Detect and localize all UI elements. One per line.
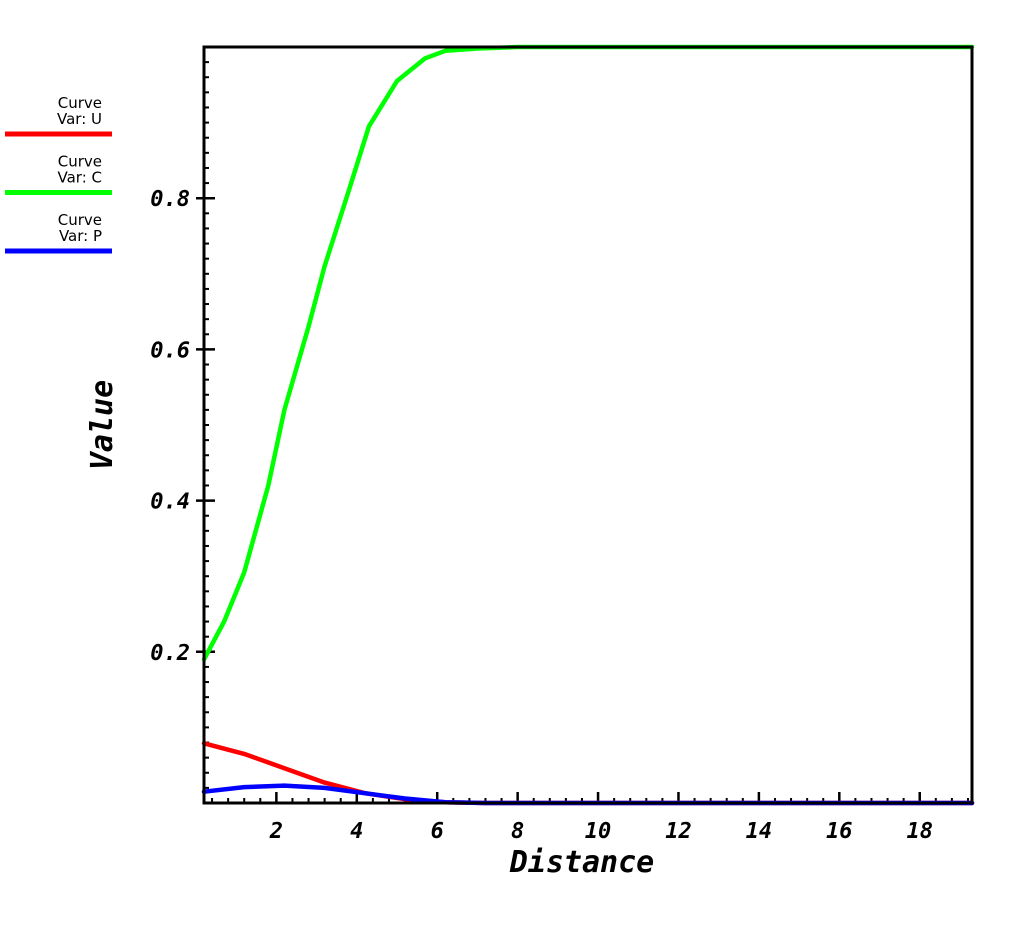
y-tick-label: 0.6: [150, 338, 190, 363]
y-tick-label: 0.2: [150, 641, 190, 666]
y-tick-label: 0.4: [150, 490, 190, 515]
x-axis-title: Distance: [509, 845, 655, 880]
series-lines: [201, 44, 975, 806]
x-tick-label: 8: [511, 819, 524, 844]
legend-label-title: Curve: [58, 211, 102, 229]
series-line: [201, 44, 975, 662]
series-line: [201, 783, 975, 806]
x-tick-label: 14: [746, 819, 773, 844]
plot-frame: [202, 45, 974, 805]
x-tick-labels: 2 4 6 8 10 12 14 16 18: [269, 819, 933, 844]
x-tick-label: 4: [350, 819, 363, 844]
x-tick-label: 12: [665, 819, 692, 844]
minor-ticks: [204, 46, 969, 803]
y-axis-title: Value: [85, 380, 120, 470]
x-tick-label: 16: [826, 819, 853, 844]
legend-label-title: Curve: [58, 94, 102, 112]
y-tick-labels: 0.2 0.4 0.6 0.8: [150, 187, 190, 666]
y-tick-label: 0.8: [150, 187, 190, 212]
legend-label-var: Var: C: [58, 169, 103, 187]
x-tick-label: 6: [431, 819, 444, 844]
x-tick-label: 2: [269, 819, 283, 844]
x-tick-label: 18: [906, 819, 933, 844]
legend-label-title: Curve: [58, 153, 102, 171]
x-tick-label: 10: [585, 819, 612, 844]
legend-label-var: Var: U: [57, 110, 102, 128]
series-line: [201, 741, 975, 806]
legend-label-var: Var: P: [59, 227, 102, 245]
major-ticks: [196, 196, 921, 803]
